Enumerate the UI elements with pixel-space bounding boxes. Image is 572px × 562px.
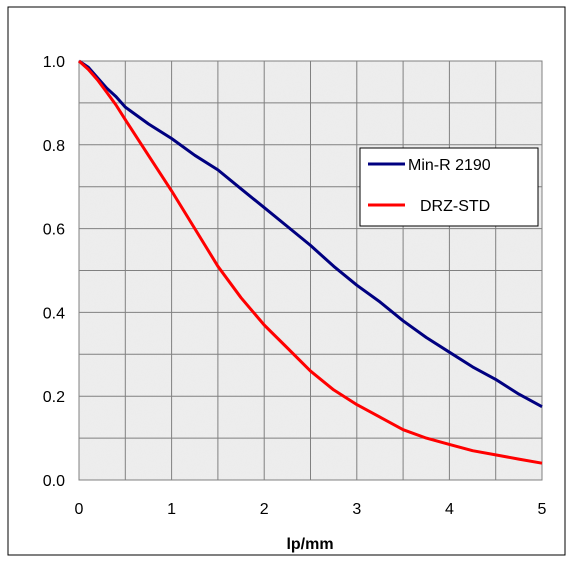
x-tick-label: 1 [167, 501, 176, 518]
series-line-min-r-2190 [78, 59, 543, 409]
legend-box [359, 147, 539, 227]
y-tick-label: 0.6 [43, 222, 65, 239]
series-line-drz-std [77, 59, 543, 465]
y-tick-label: 1.0 [43, 54, 65, 71]
legend-label-drz-std: DRZ-STD [420, 198, 490, 215]
x-axis-ticks: 0 1 2 3 4 5 [75, 501, 547, 518]
y-tick-label: 0.4 [43, 305, 65, 322]
series-lines [77, 59, 543, 465]
legend-label-min-r: Min-R 2190 [408, 157, 491, 174]
legend: Min-R 2190 DRZ-STD [359, 147, 539, 227]
y-tick-label: 0.0 [43, 473, 65, 490]
y-tick-label: 0.8 [43, 138, 65, 155]
x-tick-label: 3 [352, 501, 361, 518]
x-tick-label: 2 [260, 501, 269, 518]
x-axis-title: lp/mm [286, 536, 333, 553]
plot-border [78, 60, 543, 481]
y-tick-label: 0.2 [43, 389, 65, 406]
y-axis-ticks: 0.0 0.2 0.4 0.6 0.8 1.0 [43, 54, 65, 490]
x-tick-label: 5 [538, 501, 547, 518]
x-tick-label: 0 [75, 501, 84, 518]
x-tick-label: 4 [445, 501, 454, 518]
